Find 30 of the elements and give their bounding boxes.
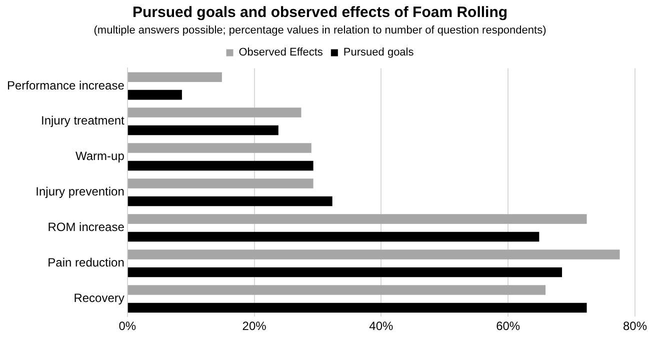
bar [128, 302, 587, 313]
x-tick-label: 40% [369, 319, 394, 334]
bar [128, 90, 182, 100]
bar [128, 178, 314, 188]
y-tick-label: Injury treatment [41, 114, 126, 128]
bar [128, 125, 278, 136]
y-tick-label: Injury prevention [36, 184, 124, 199]
chart-subtitle: (multiple answers possible; percentage values in relation to number of question respondents) [94, 24, 546, 37]
y-tick-label: ROM increase [48, 220, 125, 234]
chart-title: Pursued goals and observed effects of Foam Rolling [132, 4, 508, 22]
x-tick-label: 20% [242, 319, 267, 334]
bar [128, 285, 546, 295]
y-tick-label: Pain reduction [48, 256, 124, 270]
bar [128, 160, 314, 171]
x-tick-label: 0% [118, 319, 136, 334]
bar [128, 196, 332, 206]
bar [128, 250, 620, 260]
x-tick-label: 60% [496, 319, 520, 334]
x-tick-label: 80% [622, 319, 648, 334]
bar [128, 108, 302, 118]
y-tick-label: Recovery [74, 291, 124, 306]
bar [128, 267, 562, 278]
bar [128, 72, 222, 82]
bar [128, 214, 587, 224]
y-tick-label: Performance increase [6, 78, 125, 92]
legend-label: Pursued goals [343, 46, 414, 59]
bar [128, 232, 540, 242]
bar [128, 143, 312, 153]
y-tick-label: Warm-up [75, 149, 125, 164]
legend-label: Observed Effects [238, 46, 324, 59]
